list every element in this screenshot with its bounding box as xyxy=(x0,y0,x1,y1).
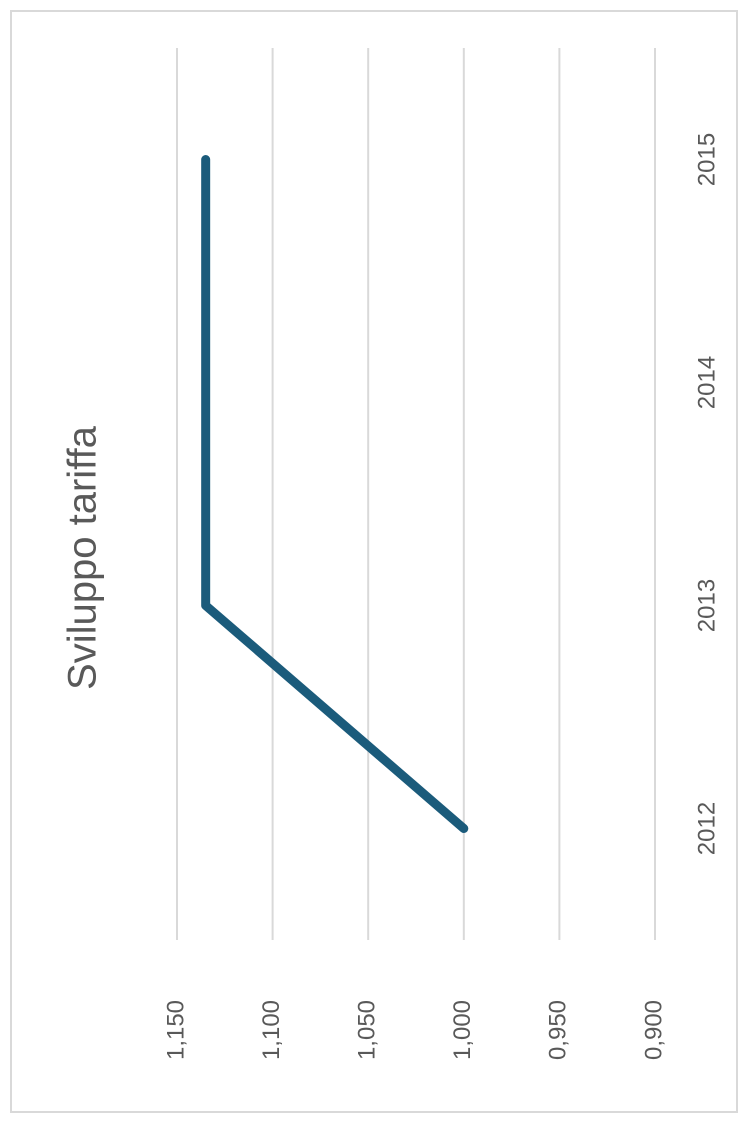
x-tick-label: 2015 xyxy=(693,133,720,186)
y-tick-label: 1,150 xyxy=(162,1000,189,1060)
chart-frame xyxy=(10,10,738,1113)
line-series xyxy=(201,155,469,833)
chart-title: Sviluppo tariffa xyxy=(61,425,105,690)
y-tick-label: 0,950 xyxy=(545,1000,572,1060)
y-tick-label: 1,050 xyxy=(354,1000,381,1060)
x-tick-label: 2013 xyxy=(693,579,720,632)
x-tick-label: 2012 xyxy=(693,802,720,855)
x-tick-label: 2014 xyxy=(693,356,720,409)
y-tick-label: 0,900 xyxy=(640,1000,667,1060)
y-tick-label: 1,100 xyxy=(258,1000,285,1060)
y-tick-label: 1,000 xyxy=(449,1000,476,1060)
